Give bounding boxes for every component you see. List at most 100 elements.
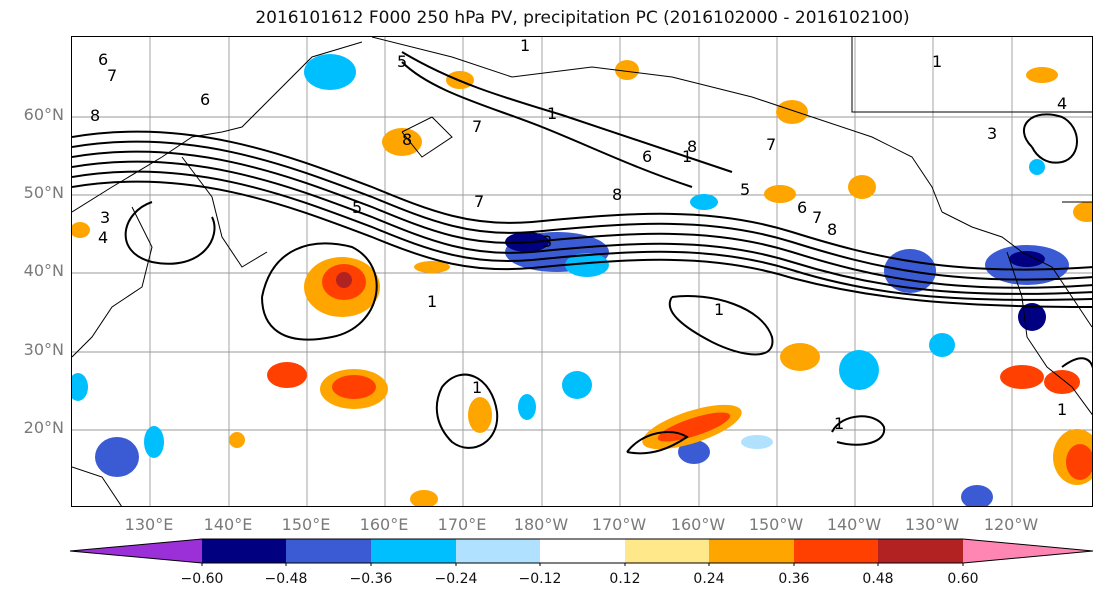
contour-label: 8 bbox=[612, 185, 622, 204]
precip-blob bbox=[1029, 159, 1045, 175]
precip-blob bbox=[468, 397, 492, 433]
lon-label-170w: 170°W bbox=[591, 515, 647, 534]
precip-blob bbox=[780, 343, 820, 371]
contour-label: 4 bbox=[98, 228, 108, 247]
contour-label: 1 bbox=[427, 292, 437, 311]
contour-labels: 6 7 8 6 1 5 3 4 5 1 7 3 8 7 1 8 6 8 7 1 … bbox=[90, 37, 1067, 433]
lon-label-150w: 150°W bbox=[748, 515, 804, 534]
contour-label: 1 bbox=[520, 37, 530, 55]
precip-blob bbox=[929, 333, 955, 357]
precip-blob bbox=[1066, 444, 1092, 480]
contour-label: 8 bbox=[687, 137, 697, 156]
precip-blob bbox=[95, 437, 139, 477]
precip-blob bbox=[678, 440, 710, 464]
lon-label-140w: 140°W bbox=[826, 515, 882, 534]
precip-blob bbox=[1073, 202, 1092, 222]
contour-label: 1 bbox=[932, 52, 942, 71]
contour-label: 1 bbox=[472, 378, 482, 397]
contour-label: 3 bbox=[100, 208, 110, 227]
colorbar-bin bbox=[709, 539, 794, 563]
contour-label: 8 bbox=[90, 106, 100, 125]
precip-blob bbox=[1044, 370, 1080, 394]
precip-blob bbox=[72, 222, 90, 238]
precip-blob bbox=[690, 194, 718, 210]
precip-blob bbox=[657, 412, 731, 442]
contour-label: 4 bbox=[1057, 94, 1067, 113]
contour-label: 5 bbox=[397, 52, 407, 71]
lon-label-160w: 160°W bbox=[670, 515, 726, 534]
contour-label: 7 bbox=[107, 66, 117, 85]
colorbar-bin bbox=[878, 539, 963, 563]
lon-label-130w: 130°W bbox=[904, 515, 960, 534]
precip-blob bbox=[518, 394, 536, 420]
precip-blob bbox=[764, 185, 796, 203]
precip-blob bbox=[336, 272, 352, 288]
lon-label-130e: 130°E bbox=[124, 515, 174, 534]
precip-blob bbox=[1009, 251, 1045, 267]
contour-label: 1 bbox=[547, 104, 557, 123]
lon-label-140e: 140°E bbox=[203, 515, 253, 534]
precip-blob bbox=[382, 128, 422, 156]
precip-blob bbox=[776, 100, 808, 124]
lat-label-30n: 30°N bbox=[23, 340, 64, 359]
map-svg: 6 7 8 6 1 5 3 4 5 1 7 3 8 7 1 8 6 8 7 1 … bbox=[72, 37, 1092, 506]
precip-blob bbox=[332, 375, 376, 399]
pv-contours bbox=[72, 51, 1092, 455]
contour-label: 6 bbox=[200, 90, 210, 109]
precip-blob bbox=[615, 60, 639, 80]
colorbar-bin bbox=[963, 539, 1093, 563]
colorbar-tick-label: 0.36 bbox=[778, 571, 810, 587]
lon-label-120w: 120°W bbox=[983, 515, 1039, 534]
lon-label-150e: 150°E bbox=[281, 515, 331, 534]
contour-label: 3 bbox=[542, 232, 552, 251]
coastlines bbox=[72, 37, 1092, 506]
contour-label: 1 bbox=[714, 300, 724, 319]
chart-title: 2016101612 F000 250 hPa PV, precipitatio… bbox=[255, 8, 910, 28]
contour-label: 6 bbox=[98, 50, 108, 69]
precip-blob bbox=[1026, 67, 1058, 83]
map-panel: 6 7 8 6 1 5 3 4 5 1 7 3 8 7 1 8 6 8 7 1 … bbox=[71, 36, 1093, 507]
contour-label: 6 bbox=[642, 147, 652, 166]
colorbar-tick-label: −0.24 bbox=[434, 571, 478, 587]
colorbar-bin bbox=[625, 539, 709, 563]
colorbar-bin bbox=[456, 539, 540, 563]
contour-label: 7 bbox=[766, 135, 776, 154]
contour-label: 8 bbox=[402, 130, 412, 149]
precip-blob bbox=[741, 435, 773, 449]
lon-label-180w: 180°W bbox=[513, 515, 569, 534]
colorbar-tick-label: 0.12 bbox=[609, 571, 641, 587]
precip-blob bbox=[565, 253, 609, 277]
colorbar-ticks bbox=[201, 563, 964, 566]
colorbar bbox=[69, 538, 1094, 566]
contour-label: 1 bbox=[1057, 400, 1067, 419]
precip-blob bbox=[72, 373, 88, 401]
colorbar-tick-label: 0.60 bbox=[947, 571, 979, 587]
contour-label: 1 bbox=[682, 147, 692, 166]
precip-blob bbox=[562, 371, 592, 399]
lat-label-50n: 50°N bbox=[23, 183, 64, 202]
precipitation-shading bbox=[72, 54, 1092, 506]
colorbar-bin bbox=[70, 539, 202, 563]
contour-label: 8 bbox=[827, 220, 837, 239]
lat-label-40n: 40°N bbox=[23, 261, 64, 280]
contour-label: 5 bbox=[740, 180, 750, 199]
precip-blob bbox=[848, 175, 876, 199]
contour-label: 5 bbox=[352, 198, 362, 217]
precip-blob bbox=[1000, 365, 1044, 389]
colorbar-bin bbox=[794, 539, 878, 563]
colorbar-bins bbox=[69, 538, 1094, 564]
colorbar-tick-label: −0.12 bbox=[518, 571, 562, 587]
colorbar-bin bbox=[371, 539, 456, 563]
lat-label-20n: 20°N bbox=[23, 418, 64, 437]
colorbar-tick-label: −0.36 bbox=[349, 571, 393, 587]
lon-label-160e: 160°E bbox=[359, 515, 409, 534]
colorbar-bin bbox=[286, 539, 371, 563]
precip-blob bbox=[144, 426, 164, 458]
colorbar-bin bbox=[540, 539, 625, 563]
contour-label: 7 bbox=[472, 117, 482, 136]
precip-blob bbox=[961, 485, 993, 506]
contour-label: 7 bbox=[474, 192, 484, 211]
precip-blob bbox=[414, 261, 450, 273]
colorbar-tick-label: 0.48 bbox=[862, 571, 894, 587]
colorbar-tick-label: 0.24 bbox=[693, 571, 725, 587]
